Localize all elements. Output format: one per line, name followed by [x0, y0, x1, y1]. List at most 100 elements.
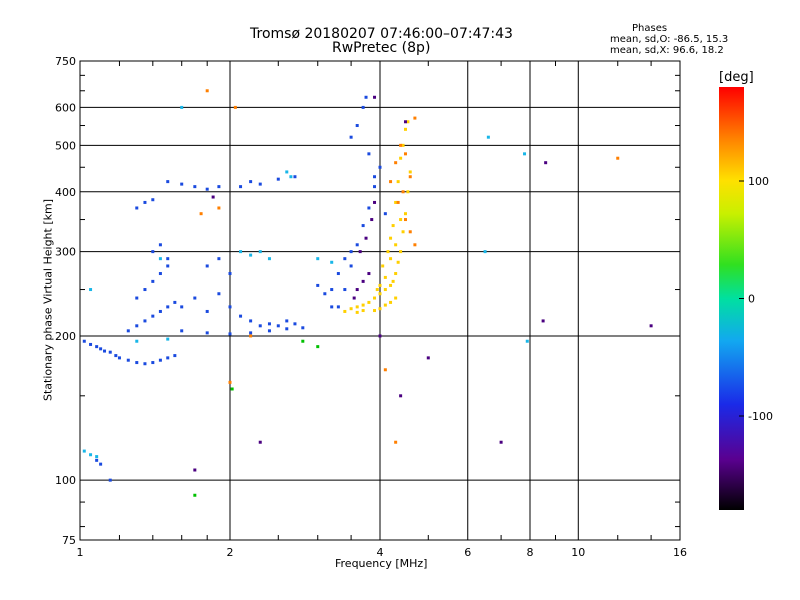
- data-point: [389, 257, 393, 261]
- data-point: [394, 200, 398, 204]
- data-point: [267, 257, 271, 261]
- data-point: [151, 361, 155, 365]
- data-point: [403, 212, 407, 216]
- data-point: [408, 175, 412, 179]
- data-point: [401, 143, 405, 147]
- colorbar-tick-label: 100: [748, 175, 769, 188]
- data-point: [378, 165, 382, 169]
- data-point: [205, 264, 209, 268]
- y-tick-label: 750: [55, 55, 76, 68]
- phases-x-stats: mean, sd,X: 96.6, 18.2: [610, 45, 724, 56]
- data-point: [158, 257, 162, 261]
- data-point: [343, 257, 347, 261]
- data-point: [301, 339, 305, 343]
- data-point: [95, 455, 99, 459]
- data-point: [343, 309, 347, 313]
- data-point: [82, 339, 86, 343]
- data-point: [193, 185, 197, 189]
- data-point: [355, 243, 359, 247]
- data-point: [358, 250, 362, 254]
- data-point: [373, 296, 377, 300]
- data-point: [249, 319, 253, 323]
- data-point: [361, 105, 365, 109]
- data-point: [355, 288, 359, 292]
- colorbar-tick-label: -100: [748, 410, 773, 423]
- phases-o-stats: mean, sd,O: -86.5, 15.3: [610, 34, 729, 45]
- data-point: [258, 440, 262, 444]
- data-point: [166, 180, 170, 184]
- data-point: [616, 156, 620, 160]
- data-point: [228, 305, 232, 309]
- colorbar-unit: [deg]: [719, 70, 754, 85]
- data-point: [143, 362, 147, 366]
- data-point: [217, 185, 221, 189]
- data-point: [180, 105, 184, 109]
- data-point: [394, 161, 398, 165]
- data-point: [483, 250, 487, 254]
- data-point: [276, 177, 280, 181]
- data-point: [228, 272, 232, 276]
- data-point: [143, 319, 147, 323]
- data-point: [396, 180, 400, 184]
- data-point: [389, 180, 393, 184]
- data-point: [285, 170, 289, 174]
- data-point: [233, 105, 237, 109]
- data-point: [349, 135, 353, 139]
- data-point: [258, 182, 262, 186]
- data-point: [158, 243, 162, 247]
- data-point: [151, 250, 155, 254]
- data-point: [89, 453, 93, 457]
- data-point: [383, 303, 387, 307]
- data-point: [249, 334, 253, 338]
- data-point: [166, 305, 170, 309]
- x-tick-label: 6: [464, 546, 471, 559]
- data-point: [180, 182, 184, 186]
- data-point: [117, 356, 121, 360]
- data-point: [389, 300, 393, 304]
- data-point: [386, 250, 390, 254]
- data-point: [205, 89, 209, 93]
- data-point: [166, 337, 170, 341]
- data-point: [126, 329, 130, 333]
- data-point: [367, 206, 371, 210]
- data-point: [301, 326, 305, 330]
- data-point: [205, 187, 209, 191]
- data-point: [383, 212, 387, 216]
- data-point: [394, 440, 398, 444]
- y-tick-label: 500: [55, 139, 76, 152]
- data-point: [403, 127, 407, 131]
- data-point: [401, 230, 405, 234]
- data-point: [166, 264, 170, 268]
- data-point: [230, 387, 234, 391]
- data-point: [391, 224, 395, 228]
- data-point: [383, 288, 387, 292]
- data-point: [89, 342, 93, 346]
- data-point: [396, 260, 400, 264]
- data-point: [143, 288, 147, 292]
- data-point: [143, 200, 147, 204]
- data-point: [239, 185, 243, 189]
- data-point: [267, 322, 271, 326]
- data-point: [211, 195, 215, 199]
- data-point: [406, 190, 410, 194]
- data-point: [293, 322, 297, 326]
- data-point: [401, 190, 405, 194]
- data-point: [396, 200, 400, 204]
- data-point: [285, 319, 289, 323]
- data-point: [399, 394, 403, 398]
- x-tick-label: 2: [227, 546, 234, 559]
- data-point: [336, 272, 340, 276]
- data-point: [349, 264, 353, 268]
- data-point: [408, 230, 412, 234]
- data-point: [343, 288, 347, 292]
- data-point: [99, 347, 103, 351]
- data-point: [367, 152, 371, 156]
- data-point: [499, 440, 503, 444]
- x-tick-label: 1: [77, 546, 84, 559]
- data-point: [217, 257, 221, 261]
- data-point: [158, 309, 162, 313]
- data-point: [193, 493, 197, 497]
- data-point: [378, 283, 382, 287]
- data-point: [276, 324, 280, 328]
- data-point: [649, 324, 653, 328]
